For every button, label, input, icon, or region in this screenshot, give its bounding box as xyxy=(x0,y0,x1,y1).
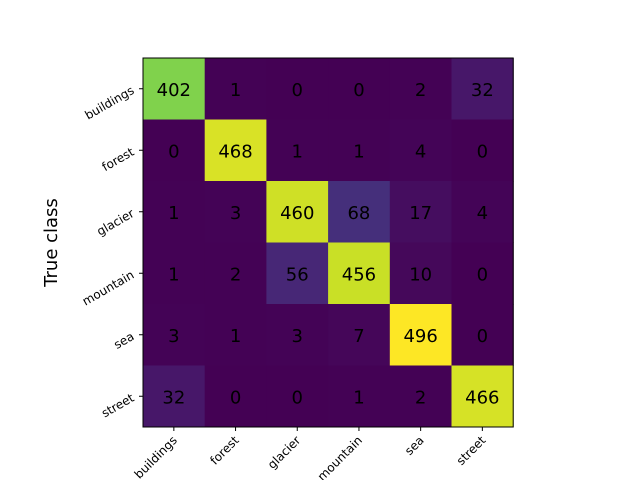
heatmap-cell xyxy=(328,58,391,120)
heatmap-cell xyxy=(143,365,206,428)
cell-value-label: 0 xyxy=(230,387,241,408)
cell-value-label: 1 xyxy=(168,264,179,285)
heatmap-cell xyxy=(451,119,514,182)
cell-value-label: 1 xyxy=(292,141,303,162)
heatmap-cell xyxy=(266,58,329,120)
heatmap-cell xyxy=(204,365,267,428)
heatmap-cell xyxy=(143,119,206,182)
heatmap-cell xyxy=(328,242,391,305)
heatmap-cell xyxy=(328,181,391,243)
cell-value-label: 0 xyxy=(477,141,488,162)
cell-value-label: 32 xyxy=(162,387,185,408)
heatmap-cell xyxy=(204,181,267,243)
cell-value-label: 68 xyxy=(347,203,370,224)
cell-value-label: 7 xyxy=(353,326,364,347)
cell-value-label: 56 xyxy=(286,264,309,285)
cell-value-label: 456 xyxy=(342,264,376,285)
cell-value-label: 466 xyxy=(465,387,499,408)
heatmap-cell xyxy=(143,304,206,366)
cell-value-label: 1 xyxy=(230,80,241,101)
cell-value-label: 468 xyxy=(218,141,252,162)
heatmap-cell xyxy=(143,58,206,120)
y-axis-ticks: buildings forest glacier mountain sea street xyxy=(80,83,143,420)
heatmap-cell xyxy=(389,365,452,428)
heatmap-cell xyxy=(328,304,391,366)
y-tick-label: forest xyxy=(100,145,137,175)
cell-value-label: 0 xyxy=(477,326,488,347)
cell-value-label: 4 xyxy=(415,141,426,162)
cell-value-label: 1 xyxy=(353,387,364,408)
cell-value-label: 2 xyxy=(415,387,426,408)
cell-value-label: 2 xyxy=(415,80,426,101)
cell-value-label: 0 xyxy=(168,141,179,162)
cell-value-label: 17 xyxy=(409,203,432,224)
heatmap-cell xyxy=(266,365,329,428)
heatmap-cell xyxy=(451,365,514,428)
cell-value-label: 2 xyxy=(230,264,241,285)
cell-value-label: 1 xyxy=(168,203,179,224)
cell-value-label: 3 xyxy=(292,326,303,347)
heatmap-cell xyxy=(389,181,452,243)
heatmap-cell xyxy=(204,119,267,182)
heatmap-cell xyxy=(204,304,267,366)
cell-value-label: 1 xyxy=(353,141,364,162)
y-tick-label: glacier xyxy=(94,206,136,238)
cell-value-label: 0 xyxy=(477,264,488,285)
cell-value-labels: 402 1 0 0 2 320 468 1 1 4 01 3 460 68 17 41 2 56 456 10 03 1 3… xyxy=(157,80,500,409)
cell-value-label: 3 xyxy=(168,326,179,347)
heatmap-cell xyxy=(389,304,452,366)
heatmap-cell xyxy=(451,304,514,366)
heatmap-cell xyxy=(328,119,391,182)
heatmap-cell xyxy=(143,242,206,305)
plot-frame xyxy=(142,57,514,428)
cell-value-label: 3 xyxy=(230,203,241,224)
cell-value-label: 0 xyxy=(292,80,303,101)
heatmap-cell xyxy=(451,58,514,120)
heatmap-cell xyxy=(266,304,329,366)
heatmap-cell xyxy=(204,242,267,305)
heatmap-cell xyxy=(389,58,452,120)
cell-value-label: 32 xyxy=(471,80,494,101)
x-tick-label: glacier xyxy=(265,433,304,472)
heatmap-cell xyxy=(204,58,267,120)
x-tick-label: forest xyxy=(207,433,242,468)
heatmap-cell xyxy=(266,242,329,305)
heatmap-cell xyxy=(451,181,514,243)
heatmap-cell xyxy=(389,119,452,182)
heatmap-cell xyxy=(143,181,206,243)
cell-value-label: 0 xyxy=(353,80,364,101)
cell-value-label: 0 xyxy=(292,387,303,408)
y-tick-label: street xyxy=(99,391,137,421)
cell-value-label: 4 xyxy=(477,203,488,224)
heatmap-cell xyxy=(266,181,329,243)
cell-value-label: 10 xyxy=(409,264,432,285)
y-tick-label: mountain xyxy=(80,268,137,309)
x-tick-label: street xyxy=(454,433,489,468)
heatmap-cell xyxy=(266,119,329,182)
cell-value-label: 402 xyxy=(157,80,191,101)
x-tick-label: mountain xyxy=(315,433,365,480)
cell-value-label: 1 xyxy=(230,326,241,347)
heatmap-cells xyxy=(143,58,514,428)
cell-value-label: 496 xyxy=(403,326,437,347)
y-tick-label: sea xyxy=(111,329,136,352)
heatmap-cell xyxy=(451,242,514,305)
heatmap-cell xyxy=(328,365,391,428)
x-axis-ticks: buildings forest glacier mountain sea street xyxy=(132,427,489,480)
cell-value-label: 460 xyxy=(280,203,314,224)
y-axis-label: True class xyxy=(41,198,62,288)
x-tick-label: sea xyxy=(402,433,427,458)
x-tick-label: buildings xyxy=(132,433,180,480)
y-tick-label: buildings xyxy=(82,83,136,122)
heatmap-cell xyxy=(389,242,452,305)
